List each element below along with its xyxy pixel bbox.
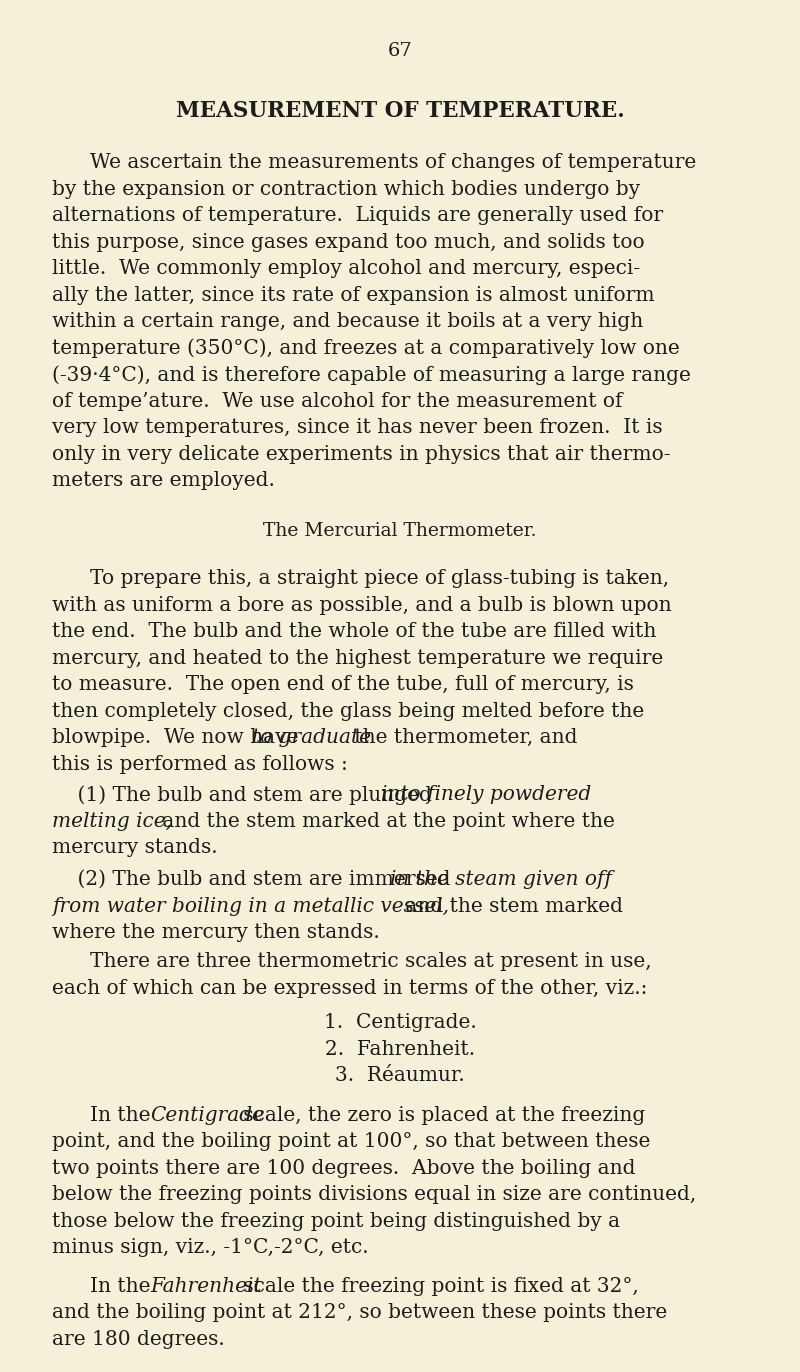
- Text: very low temperatures, since it has never been frozen.  It is: very low temperatures, since it has neve…: [52, 418, 662, 438]
- Text: by the expansion or contraction which bodies undergo by: by the expansion or contraction which bo…: [52, 180, 640, 199]
- Text: (-39·4°C), and is therefore capable of measuring a large range: (-39·4°C), and is therefore capable of m…: [52, 365, 691, 386]
- Text: then completely closed, the glass being melted before the: then completely closed, the glass being …: [52, 702, 644, 720]
- Text: meters are employed.: meters are employed.: [52, 472, 275, 490]
- Text: mercury, and heated to the highest temperature we require: mercury, and heated to the highest tempe…: [52, 649, 663, 668]
- Text: In the: In the: [90, 1277, 157, 1297]
- Text: The Mercurial Thermometer.: The Mercurial Thermometer.: [263, 521, 537, 539]
- Text: this purpose, since gases expand too much, and solids too: this purpose, since gases expand too muc…: [52, 233, 645, 252]
- Text: Fahrenheit: Fahrenheit: [150, 1277, 262, 1297]
- Text: 2.  Fahrenheit.: 2. Fahrenheit.: [325, 1040, 475, 1059]
- Text: (2) The bulb and stem are immersed: (2) The bulb and stem are immersed: [52, 870, 457, 889]
- Text: and the stem marked at the point where the: and the stem marked at the point where t…: [156, 812, 615, 831]
- Text: 3.  Réaumur.: 3. Réaumur.: [335, 1066, 465, 1085]
- Text: two points there are 100 degrees.  Above the boiling and: two points there are 100 degrees. Above …: [52, 1159, 635, 1179]
- Text: to measure.  The open end of the tube, full of mercury, is: to measure. The open end of the tube, fu…: [52, 675, 634, 694]
- Text: only in very delicate experiments in physics that air thermo-: only in very delicate experiments in phy…: [52, 445, 670, 464]
- Text: in the steam given off: in the steam given off: [390, 870, 612, 889]
- Text: Centigrade: Centigrade: [150, 1106, 265, 1125]
- Text: those below the freezing point being distinguished by a: those below the freezing point being dis…: [52, 1211, 620, 1231]
- Text: this is performed as follows :: this is performed as follows :: [52, 755, 348, 774]
- Text: MEASUREMENT OF TEMPERATURE.: MEASUREMENT OF TEMPERATURE.: [176, 100, 624, 122]
- Text: alternations of temperature.  Liquids are generally used for: alternations of temperature. Liquids are…: [52, 206, 663, 225]
- Text: and the boiling point at 212°, so between these points there: and the boiling point at 212°, so betwee…: [52, 1303, 667, 1323]
- Text: temperature (350°C), and freezes at a comparatively low one: temperature (350°C), and freezes at a co…: [52, 339, 680, 358]
- Text: 67: 67: [388, 43, 412, 60]
- Text: the thermometer, and: the thermometer, and: [348, 729, 578, 748]
- Text: from water boiling in a metallic vessel,: from water boiling in a metallic vessel,: [52, 897, 449, 915]
- Text: and the stem marked: and the stem marked: [399, 897, 623, 915]
- Text: 1.  Centigrade.: 1. Centigrade.: [324, 1014, 476, 1032]
- Text: the end.  The bulb and the whole of the tube are filled with: the end. The bulb and the whole of the t…: [52, 623, 656, 641]
- Text: In the: In the: [90, 1106, 157, 1125]
- Text: each of which can be expressed in terms of the other, viz.:: each of which can be expressed in terms …: [52, 978, 647, 997]
- Text: to graduate: to graduate: [252, 729, 371, 748]
- Text: scale the freezing point is fixed at 32°,: scale the freezing point is fixed at 32°…: [238, 1277, 639, 1297]
- Text: We ascertain the measurements of changes of temperature: We ascertain the measurements of changes…: [90, 154, 696, 173]
- Text: mercury stands.: mercury stands.: [52, 838, 218, 858]
- Text: To prepare this, a straight piece of glass-tubing is taken,: To prepare this, a straight piece of gla…: [90, 569, 669, 589]
- Text: There are three thermometric scales at present in use,: There are three thermometric scales at p…: [90, 952, 652, 971]
- Text: ally the latter, since its rate of expansion is almost uniform: ally the latter, since its rate of expan…: [52, 285, 654, 305]
- Text: with as uniform a bore as possible, and a bulb is blown upon: with as uniform a bore as possible, and …: [52, 595, 672, 615]
- Text: into finely powdered: into finely powdered: [382, 785, 592, 804]
- Text: where the mercury then stands.: where the mercury then stands.: [52, 923, 380, 943]
- Text: minus sign, viz., -1°C,-2°C, etc.: minus sign, viz., -1°C,-2°C, etc.: [52, 1239, 369, 1258]
- Text: point, and the boiling point at 100°, so that between these: point, and the boiling point at 100°, so…: [52, 1132, 650, 1151]
- Text: within a certain range, and because it boils at a very high: within a certain range, and because it b…: [52, 313, 643, 331]
- Text: blowpipe.  We now have: blowpipe. We now have: [52, 729, 305, 748]
- Text: below the freezing points divisions equal in size are continued,: below the freezing points divisions equa…: [52, 1185, 696, 1205]
- Text: scale, the zero is placed at the freezing: scale, the zero is placed at the freezin…: [238, 1106, 646, 1125]
- Text: (1) The bulb and stem are plunged: (1) The bulb and stem are plunged: [52, 785, 438, 805]
- Text: of tempe’ature.  We use alcohol for the measurement of: of tempe’ature. We use alcohol for the m…: [52, 392, 622, 410]
- Text: little.  We commonly employ alcohol and mercury, especi-: little. We commonly employ alcohol and m…: [52, 259, 640, 279]
- Text: melting ice,: melting ice,: [52, 812, 172, 831]
- Text: are 180 degrees.: are 180 degrees.: [52, 1329, 225, 1349]
